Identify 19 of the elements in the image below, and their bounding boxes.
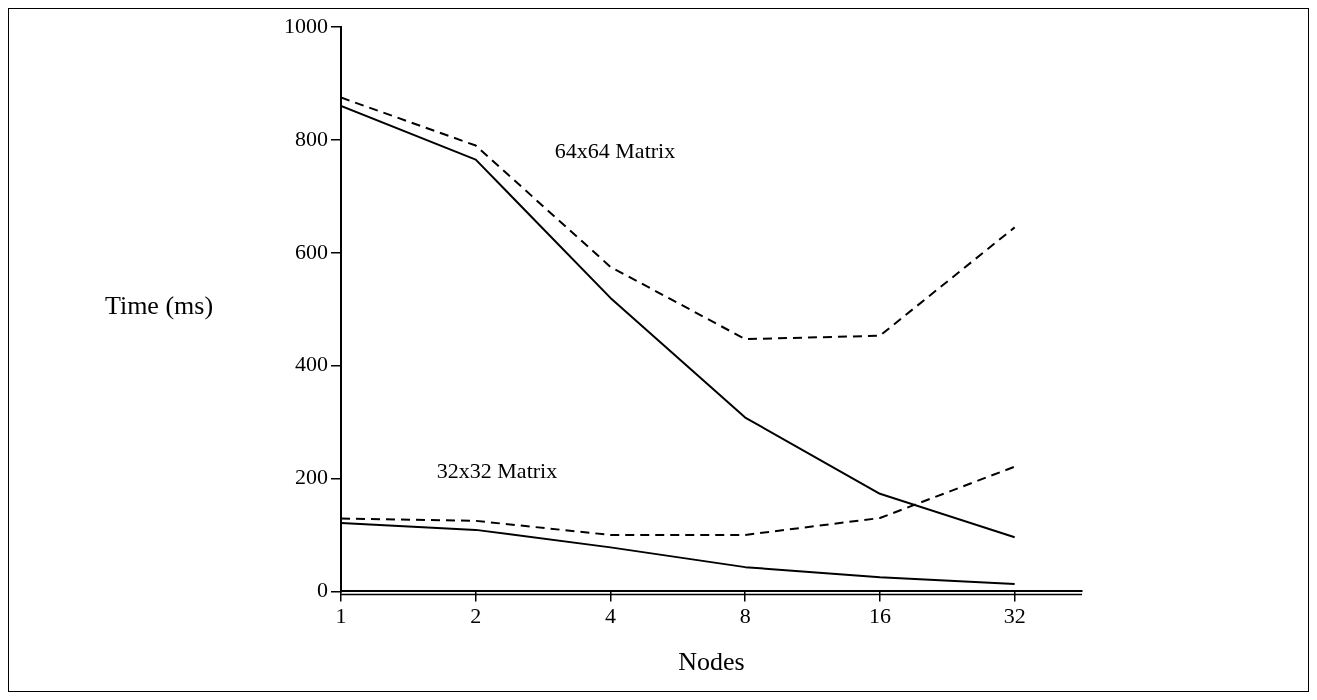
line-series xyxy=(341,96,1016,341)
x-tick-label: 4 xyxy=(604,603,616,629)
frame-outline: Nodes 1 2 4 8 16 32 0 200 400 600 800 1000 Time (ms) 64x64 Matrix 32x32 Matrix xyxy=(8,8,1309,692)
x-tick-label: 8 xyxy=(739,603,751,629)
y-tick-label: 600 xyxy=(295,238,328,264)
y-tick-label: 800 xyxy=(295,125,328,151)
y-tick-label: 400 xyxy=(295,351,328,377)
x-tick-label: 1 xyxy=(335,603,347,629)
y-tick-label: 1000 xyxy=(284,12,328,38)
x-tick-label: 32 xyxy=(1003,603,1026,629)
y-tick-label: 0 xyxy=(317,577,328,603)
line-series xyxy=(341,465,1016,536)
x-tick-label: 16 xyxy=(868,603,891,629)
annotation: 64x64 Matrix xyxy=(554,137,676,163)
annotation: 32x32 Matrix xyxy=(436,457,558,483)
x-axis-title: Nodes xyxy=(678,647,745,677)
y-axis-title: Time (ms) xyxy=(104,290,214,320)
x-tick-label: 2 xyxy=(470,603,482,629)
y-tick-label: 200 xyxy=(295,464,328,490)
